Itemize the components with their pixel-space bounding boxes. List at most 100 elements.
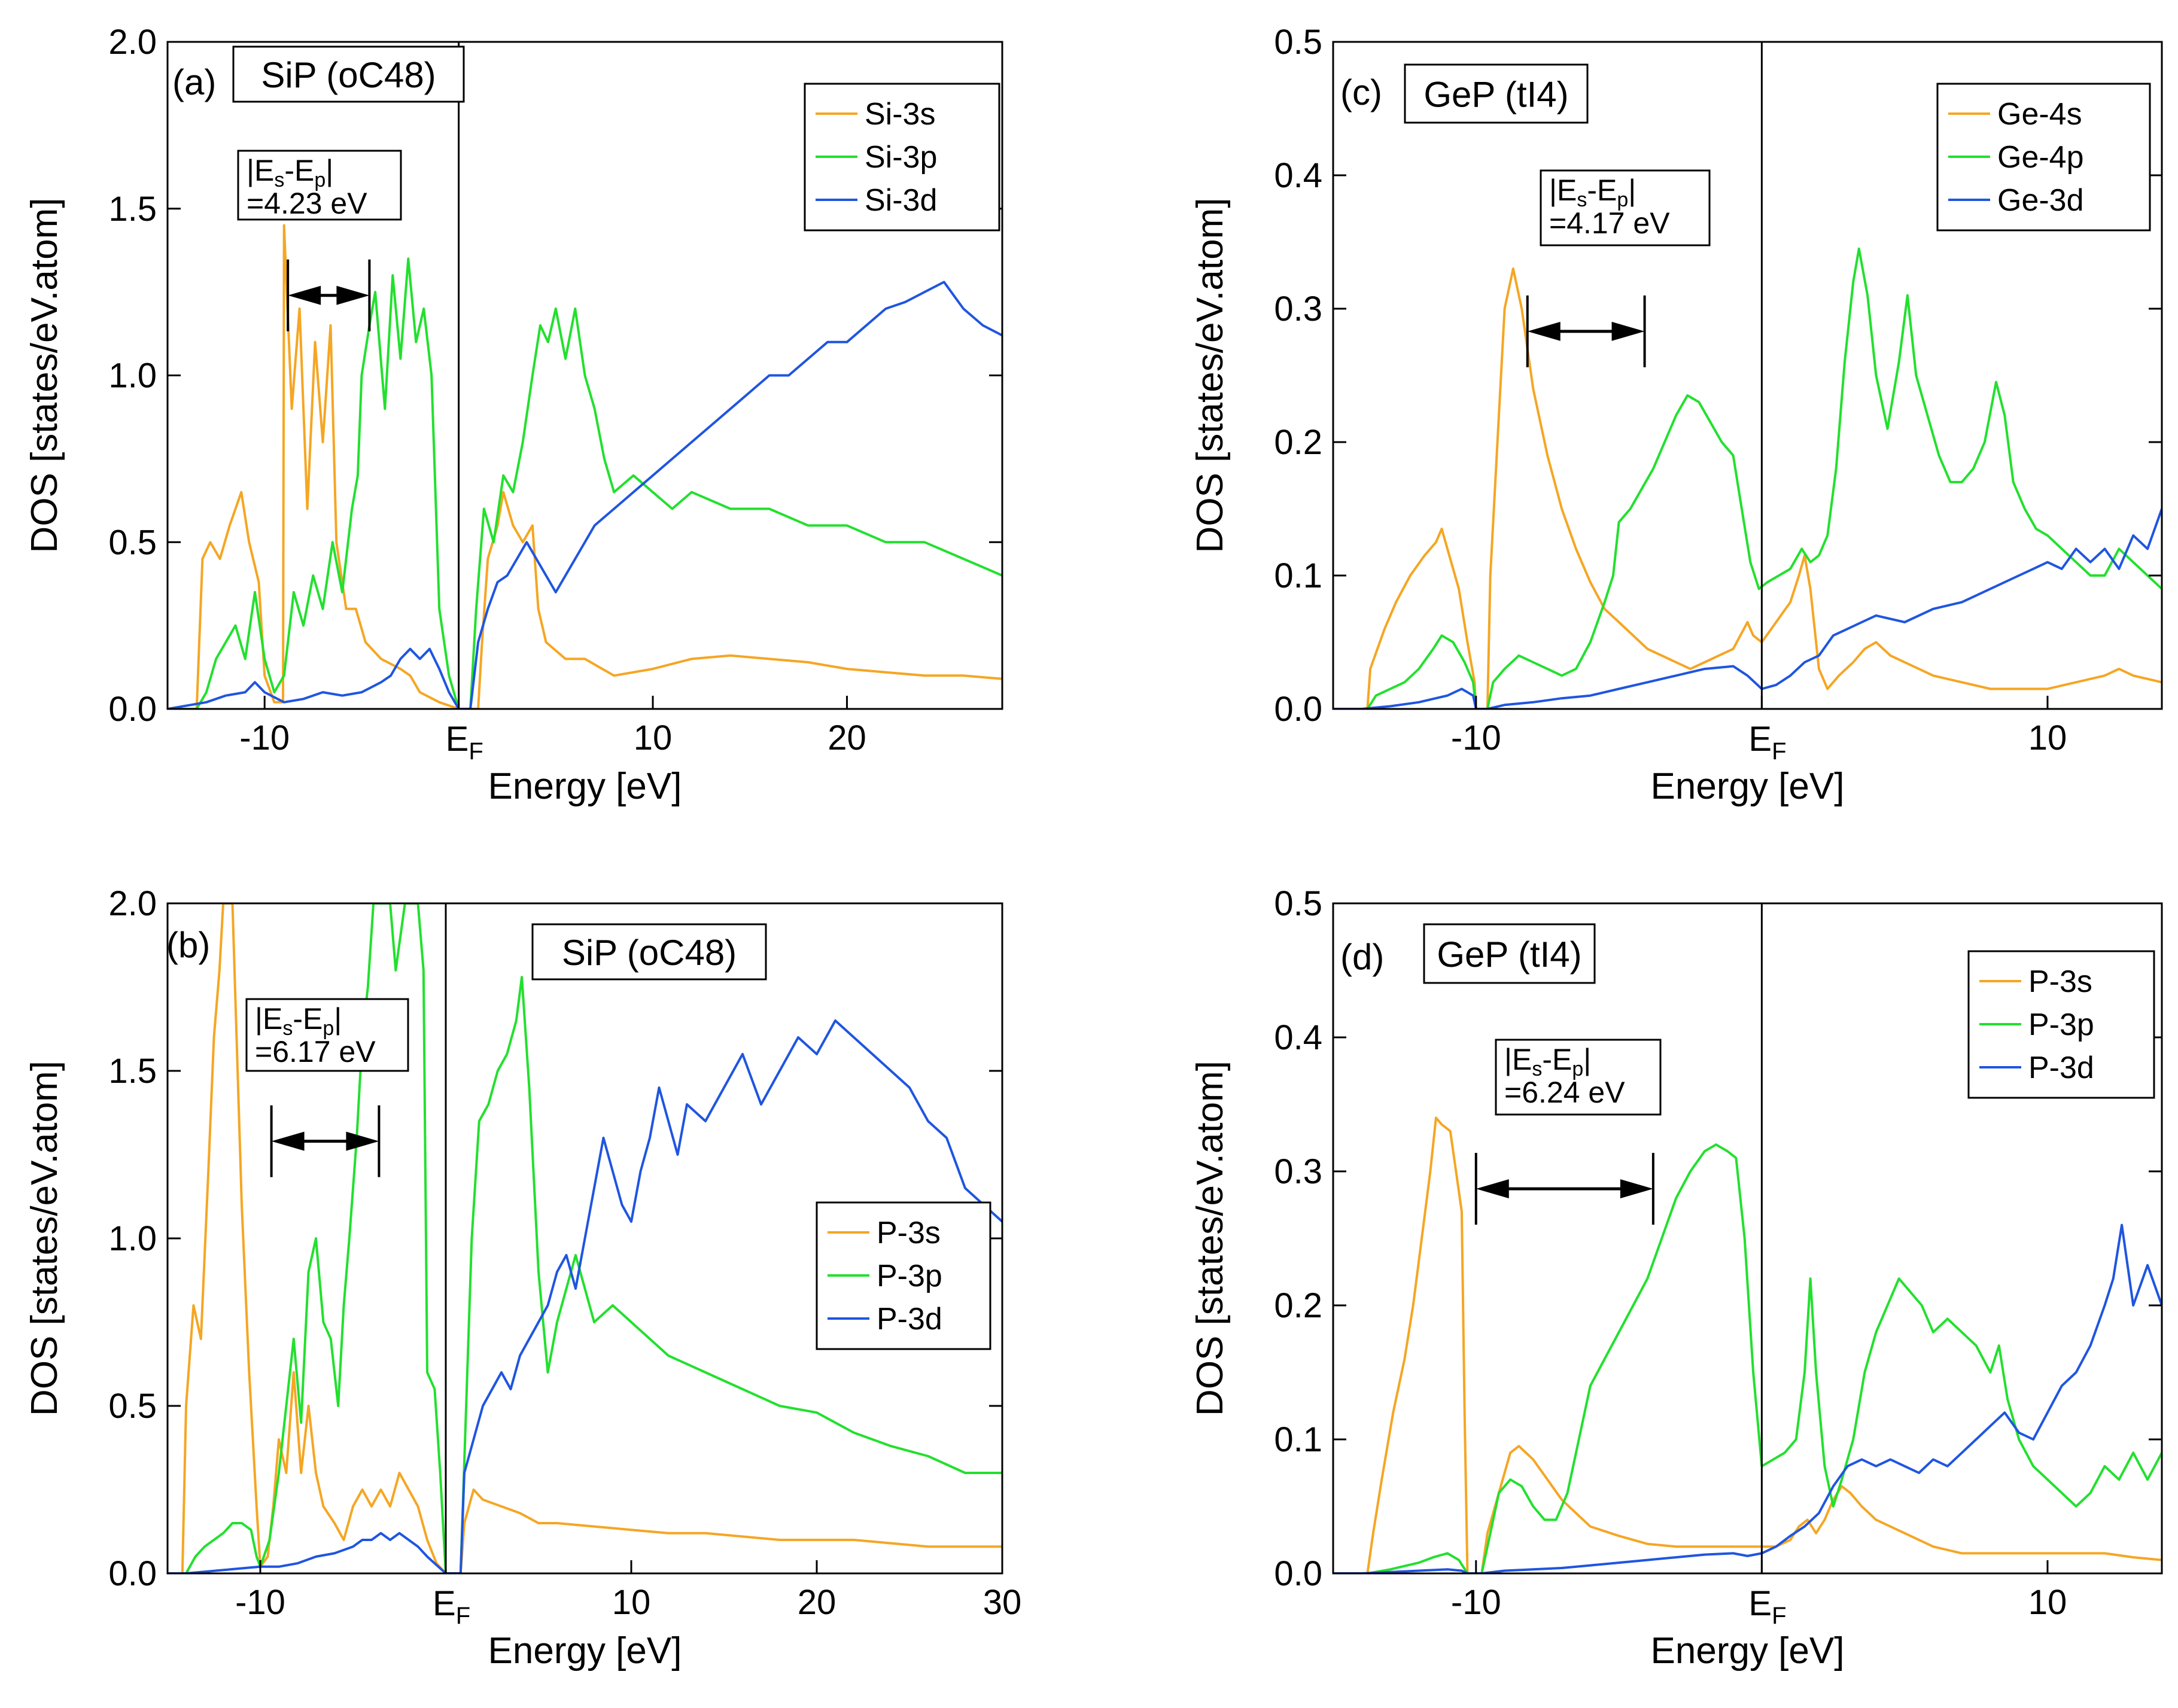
panel-a-sip-si-orbitals: -10 10 20 EF 0.0 0.5 1.0 1.5 2.0 Energy [eV] DOS [… <box>24 23 1003 807</box>
legend-label-ge-4s: Ge-4s <box>1997 97 2082 132</box>
legend-label-p-3d: P-3d <box>2028 1051 2094 1085</box>
formula-end: | <box>1583 1043 1591 1076</box>
formula-e: |E <box>1549 173 1577 207</box>
series-line-p-3p <box>1333 1143 2162 1573</box>
gap-arrowhead-left <box>1527 321 1561 341</box>
energy-gap-value: =4.17 eV <box>1549 206 1670 240</box>
compound-title-box <box>1423 923 1596 984</box>
series-line-ge-4s <box>1333 267 2162 709</box>
energy-gap-formula: |Es-Ep| <box>255 1002 342 1040</box>
fermi-level-label: EF <box>446 720 483 765</box>
formula-sub-s: s <box>282 1017 293 1040</box>
y-tick-label: 0.4 <box>1274 1018 1322 1057</box>
y-tick-label: 1.5 <box>108 1052 157 1091</box>
series-line-si-3d <box>168 281 1002 709</box>
y-tick-label: 1.0 <box>108 1219 157 1258</box>
x-axis-title: Energy [eV] <box>488 1630 682 1672</box>
fermi-e: E <box>1748 1584 1772 1623</box>
formula-end: | <box>326 154 333 187</box>
panel-label: (c) <box>1340 72 1382 112</box>
compound-title-box <box>531 923 767 981</box>
y-tick-label: 0.1 <box>1274 1420 1322 1459</box>
fermi-e: E <box>446 720 469 759</box>
legend-label-p-3s: P-3s <box>2028 964 2092 999</box>
y-tick-label: 0.0 <box>1274 690 1322 729</box>
series-line-p-3d <box>168 1019 1002 1573</box>
compound-title-box <box>1404 63 1589 124</box>
x-tick-label: 10 <box>612 1583 651 1622</box>
formula-sub-p: p <box>314 169 326 191</box>
x-tick-label: 20 <box>798 1583 836 1622</box>
fermi-e: E <box>1748 720 1772 759</box>
fermi-sub: F <box>469 738 483 765</box>
energy-gap-formula: |Es-Ep| <box>1504 1043 1591 1080</box>
y-tick-label: 0.0 <box>108 1554 157 1593</box>
y-tick-label: 0.2 <box>1274 1286 1322 1325</box>
y-tick-label: 1.0 <box>108 357 157 395</box>
compound-title: SiP (oC48) <box>261 55 436 95</box>
y-tick-label: 0.0 <box>1274 1554 1322 1593</box>
x-axis-title: Energy [eV] <box>1651 1630 1845 1672</box>
y-tick-label: 1.5 <box>108 190 157 229</box>
formula-sub-p: p <box>1572 1058 1583 1080</box>
fermi-sub: F <box>1772 1603 1786 1629</box>
legend-label-p-3p: P-3p <box>877 1259 942 1293</box>
panel-label: (d) <box>1340 937 1384 977</box>
energy-gap-box <box>245 998 409 1072</box>
legend-label-si-3d: Si-3d <box>865 183 937 218</box>
x-axis-title: Energy [eV] <box>1651 766 1845 807</box>
series-group <box>168 903 1002 1573</box>
legend-label-p-3p: P-3p <box>2028 1007 2094 1042</box>
energy-gap-box <box>1495 1039 1662 1116</box>
energy-gap-formula: |Es-Ep| <box>1549 173 1636 211</box>
compound-title: GeP (tI4) <box>1437 934 1581 975</box>
y-tick-label: 2.0 <box>108 884 157 923</box>
panel-b-sip-p-orbitals: -10 10 20 30 EF 0.0 0.5 1.0 1.5 2.0 Energy [eV] DOS… <box>24 884 1021 1672</box>
x-tick-label: 10 <box>634 718 673 757</box>
y-tick-label: 0.5 <box>1274 884 1322 923</box>
series-line-si-3p <box>168 257 1002 709</box>
formula-end: | <box>334 1002 342 1036</box>
legend-label-si-3s: Si-3s <box>865 97 935 132</box>
y-tick-label: 0.3 <box>1274 1152 1322 1191</box>
formula-e: |E <box>255 1002 282 1036</box>
gap-arrowhead-left <box>288 285 321 305</box>
fermi-e: E <box>433 1584 456 1623</box>
series-line-ge-3d <box>1333 508 2162 709</box>
gap-arrowhead-right <box>1611 321 1645 341</box>
x-tick-label: -10 <box>235 1583 285 1622</box>
fermi-sub: F <box>456 1603 470 1629</box>
panel-label: (a) <box>172 62 216 102</box>
compound-title: SiP (oC48) <box>562 933 737 973</box>
x-axis-title: Energy [eV] <box>488 766 682 807</box>
y-tick-label: 0.4 <box>1274 156 1322 195</box>
y-tick-label: 0.2 <box>1274 423 1322 462</box>
y-tick-label: 2.0 <box>108 23 157 62</box>
y-tick-label: 0.5 <box>1274 23 1322 62</box>
energy-gap-formula: |Es-Ep| <box>247 154 333 191</box>
fermi-level-label: EF <box>1748 1584 1786 1629</box>
fermi-sub: F <box>1772 738 1786 765</box>
y-tick-label: 0.1 <box>1274 556 1322 595</box>
series-group <box>1333 247 2162 709</box>
series-line-p-3s <box>168 903 1002 1573</box>
energy-gap-value: =6.17 eV <box>255 1035 376 1068</box>
plot-frame <box>1332 41 2163 710</box>
panel-d-gep-p-orbitals: -10 10 EF 0.0 0.1 0.2 0.3 0.4 0.5 Energy [eV] DOS … <box>1190 884 2163 1672</box>
gap-arrowhead-left <box>271 1131 305 1151</box>
y-axis-title: DOS [states/eV.atom] <box>24 198 65 553</box>
formula-sub-s: s <box>274 169 284 191</box>
panel-c-gep-ge-orbitals: -10 10 EF 0.0 0.1 0.2 0.3 0.4 0.5 Energy [eV] DOS … <box>1190 23 2163 807</box>
formula-e: |E <box>247 154 274 187</box>
legend-label-p-3d: P-3d <box>877 1302 942 1336</box>
energy-gap-value: =6.24 eV <box>1504 1076 1625 1109</box>
series-line-p-3d <box>1333 1223 2162 1573</box>
plot-frame <box>1332 902 2163 1575</box>
x-tick-label: 10 <box>2028 718 2067 757</box>
formula-e: |E <box>1504 1043 1532 1076</box>
series-line-ge-4p <box>1333 247 2162 709</box>
gap-arrowhead-right <box>1620 1179 1653 1199</box>
legend-label-si-3p: Si-3p <box>865 140 937 175</box>
y-axis-title: DOS [states/eV.atom] <box>1190 1061 1231 1416</box>
